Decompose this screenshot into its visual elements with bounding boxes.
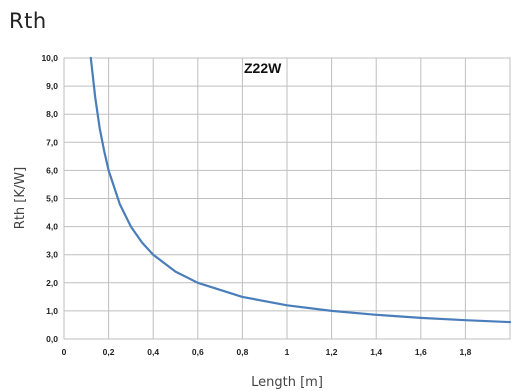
x-tick-label: 0,6 xyxy=(192,347,204,357)
x-tick-label: 1,8 xyxy=(459,347,471,357)
y-tick-label: 7,0 xyxy=(46,137,58,147)
y-tick-label: 0,0 xyxy=(46,334,58,344)
x-tick-label: 1,6 xyxy=(415,347,427,357)
page-title: Rth xyxy=(9,9,47,33)
x-tick-label: 0 xyxy=(62,347,67,357)
rth-series-line xyxy=(89,56,511,324)
x-tick-label: 1,2 xyxy=(326,347,338,357)
x-tick-label: 0,8 xyxy=(236,347,248,357)
x-tick-label: 1,4 xyxy=(370,347,382,357)
y-tick-label: 9,0 xyxy=(46,81,58,91)
tick-labels: 0 0,2 0,4 0,6 0,8 1 1,2 1,4 1,6 1,8 0,0 1,0 2,0 3,0 4,… xyxy=(41,53,471,357)
y-tick-label: 8,0 xyxy=(46,109,58,119)
y-tick-label: 10,0 xyxy=(41,53,58,63)
series-group xyxy=(89,56,511,324)
x-axis-label: Length [m] xyxy=(251,375,323,390)
x-tick-label: 0,4 xyxy=(147,347,159,357)
y-axis-label: Rth [K/W] xyxy=(13,167,28,229)
y-tick-label: 5,0 xyxy=(46,194,58,204)
grid xyxy=(63,57,510,340)
x-tick-label: 1 xyxy=(285,347,290,357)
x-tick-label: 0,2 xyxy=(103,347,115,357)
y-tick-label: 6,0 xyxy=(46,165,58,175)
curve-annotation: Z22W xyxy=(244,60,282,76)
y-tick-label: 2,0 xyxy=(46,278,58,288)
y-tick-label: 4,0 xyxy=(46,222,58,232)
y-tick-label: 1,0 xyxy=(46,306,58,316)
y-tick-label: 3,0 xyxy=(46,250,58,260)
